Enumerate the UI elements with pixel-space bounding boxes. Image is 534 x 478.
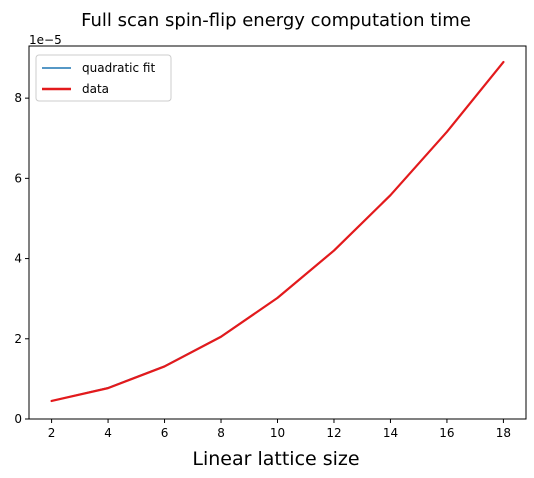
y-tick-label: 8: [14, 91, 22, 105]
x-tick-label: 8: [217, 426, 225, 440]
chart-title: Full scan spin-flip energy computation t…: [81, 10, 471, 31]
x-axis-label: Linear lattice size: [192, 448, 359, 470]
series-line-data: [50, 60, 505, 403]
x-tick-label: 18: [496, 426, 511, 440]
y-tick-label: 2: [14, 332, 22, 346]
y-axis-ticks: 0 2 4 6 8: [14, 91, 29, 426]
y-tick-label: 0: [14, 412, 22, 426]
legend: quadratic fit data: [35, 54, 172, 102]
x-tick-label: 2: [48, 426, 56, 440]
y-tick-label: 4: [14, 252, 22, 266]
x-axis-ticks: 2 4 6 8 10 12 14 16 18: [48, 419, 511, 440]
x-tick-label: 6: [161, 426, 169, 440]
y-tick-label: 6: [14, 171, 22, 185]
x-tick-label: 16: [439, 426, 454, 440]
series-layer: [50, 60, 505, 403]
legend-label-quadratic-fit: quadratic fit: [82, 61, 155, 75]
x-tick-label: 14: [383, 426, 398, 440]
y-offset-label: 1e−5: [29, 33, 62, 47]
legend-label-data: data: [82, 82, 109, 96]
x-tick-label: 4: [104, 426, 112, 440]
x-tick-label: 10: [270, 426, 285, 440]
x-tick-label: 12: [326, 426, 341, 440]
plot-area: [29, 46, 526, 419]
